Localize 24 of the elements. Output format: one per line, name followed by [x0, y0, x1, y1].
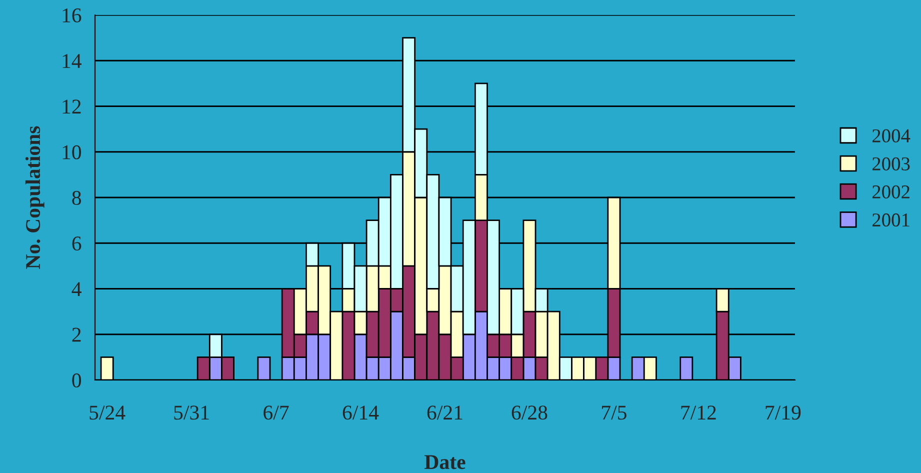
x-tick-label: 7/5 — [602, 406, 626, 420]
y-tick-label: 16 — [62, 8, 82, 22]
x-tick-label: 6/28 — [512, 406, 548, 420]
y-tick-label: 4 — [72, 282, 82, 296]
y-tick-label: 0 — [72, 373, 82, 388]
y-tick-label: 14 — [62, 54, 82, 68]
x-tick-label: 6/7 — [264, 406, 289, 420]
y-tick-label: 8 — [72, 190, 82, 205]
legend-label: 2004 — [872, 129, 910, 142]
legend-label: 2003 — [872, 157, 910, 170]
x-axis-title: Date — [424, 455, 466, 470]
y-tick-label: 10 — [62, 145, 82, 160]
y-axis-title: No. Copulations — [25, 126, 44, 269]
legend-label: 2002 — [872, 185, 910, 198]
x-tick-label: 7/19 — [766, 406, 801, 420]
legend-label: 2001 — [872, 213, 910, 227]
y-tick-label: 12 — [62, 100, 81, 114]
x-tick-label: 6/14 — [342, 406, 379, 420]
x-tick-label: 7/12 — [681, 406, 716, 420]
x-tick-label: 5/31 — [174, 406, 209, 420]
x-tick-label: 5/24 — [90, 406, 126, 420]
y-tick-label: 6 — [72, 236, 82, 251]
y-tick-label: 2 — [72, 328, 81, 342]
x-tick-label: 6/21 — [427, 406, 462, 420]
